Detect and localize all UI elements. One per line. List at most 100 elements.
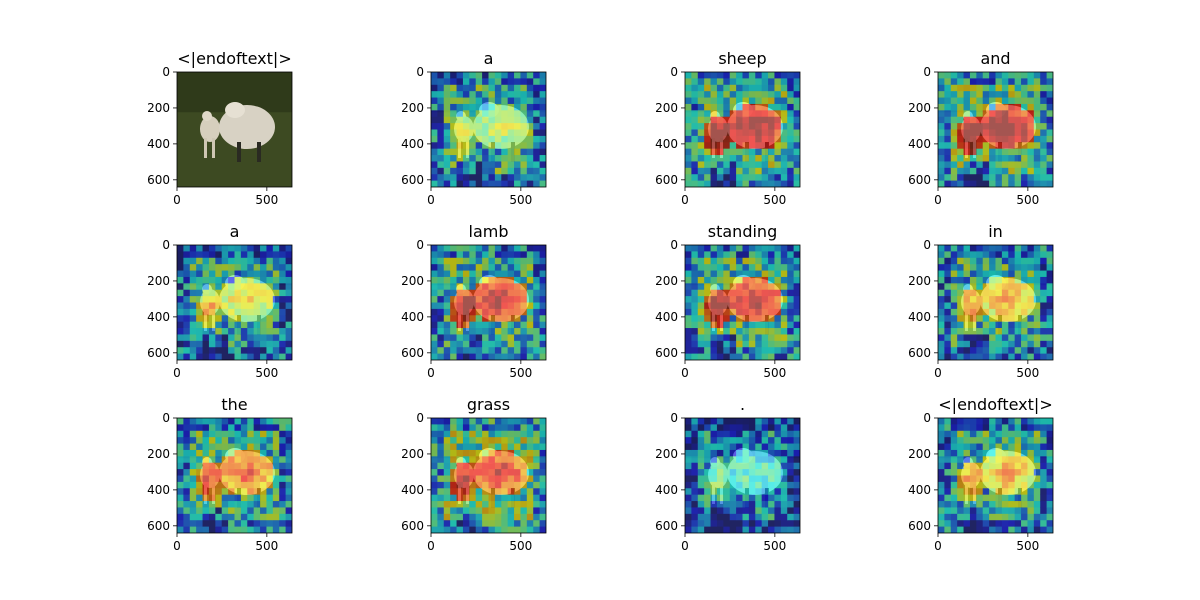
panel-frame <box>430 417 547 534</box>
y-tick-label: 600 <box>908 519 931 533</box>
panel-title: lamb <box>469 222 509 241</box>
y-tick-label: 0 <box>923 65 931 79</box>
x-tick-label: 500 <box>763 193 786 207</box>
panel-10: grass 0 500 0 200 400 600 <box>401 395 547 553</box>
y-tick-label: 200 <box>147 101 170 115</box>
x-tick-label: 0 <box>681 366 689 380</box>
x-tick-label: 500 <box>1016 366 1039 380</box>
panel-image <box>938 245 1053 360</box>
panel-frame <box>430 244 547 361</box>
y-tick-label: 0 <box>162 65 170 79</box>
panel-9: the 0 500 0 200 400 600 <box>147 395 293 553</box>
panel-frame <box>684 244 801 361</box>
panel-frame <box>937 417 1054 534</box>
x-tick-label: 0 <box>427 193 435 207</box>
panel-image <box>431 418 546 533</box>
y-tick-label: 600 <box>401 346 424 360</box>
y-tick-label: 600 <box>908 173 931 187</box>
panel-11: . 0 500 0 200 400 600 <box>655 395 801 553</box>
y-tick-label: 200 <box>401 274 424 288</box>
y-tick-label: 200 <box>908 101 931 115</box>
panel-image <box>431 72 546 187</box>
y-tick-label: 200 <box>908 274 931 288</box>
y-tick-label: 600 <box>655 346 678 360</box>
panel-image <box>685 245 800 360</box>
panel-title: a <box>230 222 240 241</box>
y-tick-label: 400 <box>908 310 931 324</box>
y-tick-label: 400 <box>655 310 678 324</box>
panel-5: a 0 500 0 200 400 600 <box>147 222 293 380</box>
panel-title: in <box>988 222 1003 241</box>
y-tick-label: 0 <box>923 238 931 252</box>
panel-3: sheep 0 500 0 200 400 600 <box>655 49 801 207</box>
panel-title: standing <box>708 222 777 241</box>
x-tick-label: 0 <box>681 193 689 207</box>
y-tick-label: 600 <box>147 519 170 533</box>
y-tick-label: 600 <box>401 519 424 533</box>
y-tick-label: 0 <box>670 411 678 425</box>
x-tick-label: 0 <box>934 539 942 553</box>
y-tick-label: 600 <box>655 519 678 533</box>
panel-frame <box>937 71 1054 188</box>
x-tick-label: 500 <box>1016 539 1039 553</box>
y-tick-label: 600 <box>401 173 424 187</box>
x-tick-label: 500 <box>1016 193 1039 207</box>
panel-2: a 0 500 0 200 400 600 <box>401 49 547 207</box>
panel-6: lamb 0 500 0 200 400 600 <box>401 222 547 380</box>
x-tick-label: 500 <box>255 539 278 553</box>
x-tick-label: 500 <box>509 193 532 207</box>
y-tick-label: 400 <box>401 483 424 497</box>
x-tick-label: 500 <box>763 539 786 553</box>
x-tick-label: 0 <box>427 539 435 553</box>
y-tick-label: 0 <box>416 238 424 252</box>
panel-grid: <|endoftext|> 0 500 0 200 400 600 a 0 500 0 200 400 6… <box>147 49 1054 553</box>
panel-image <box>177 72 292 187</box>
y-tick-label: 200 <box>147 274 170 288</box>
x-tick-label: 0 <box>173 539 181 553</box>
panel-image <box>938 418 1053 533</box>
y-tick-label: 0 <box>670 238 678 252</box>
y-tick-label: 0 <box>923 411 931 425</box>
y-tick-label: 200 <box>908 447 931 461</box>
x-tick-label: 500 <box>509 366 532 380</box>
x-tick-label: 0 <box>173 366 181 380</box>
y-tick-label: 200 <box>401 101 424 115</box>
panel-image <box>431 245 546 360</box>
y-tick-label: 200 <box>655 274 678 288</box>
y-tick-label: 400 <box>147 483 170 497</box>
y-tick-label: 600 <box>147 346 170 360</box>
y-tick-label: 600 <box>655 173 678 187</box>
panel-image <box>938 72 1053 187</box>
x-tick-label: 0 <box>934 366 942 380</box>
panel-8: in 0 500 0 200 400 600 <box>908 222 1054 380</box>
panel-title: . <box>740 395 745 414</box>
panel-image <box>685 72 800 187</box>
x-tick-label: 500 <box>255 193 278 207</box>
panel-frame <box>176 417 293 534</box>
x-tick-label: 500 <box>509 539 532 553</box>
panel-title: <|endoftext|> <box>938 395 1052 414</box>
panel-title: a <box>484 49 494 68</box>
y-tick-label: 400 <box>401 310 424 324</box>
panel-title: and <box>980 49 1010 68</box>
panel-4: and 0 500 0 200 400 600 <box>908 49 1054 207</box>
panel-frame <box>684 417 801 534</box>
y-tick-label: 400 <box>908 483 931 497</box>
y-tick-label: 400 <box>401 137 424 151</box>
panel-frame <box>430 71 547 188</box>
panel-frame <box>176 244 293 361</box>
y-tick-label: 400 <box>147 137 170 151</box>
panel-1: <|endoftext|> 0 500 0 200 400 600 <box>147 49 293 207</box>
panel-7: standing 0 500 0 200 400 600 <box>655 222 801 380</box>
panel-title: the <box>221 395 247 414</box>
panel-image <box>685 418 800 533</box>
y-tick-label: 600 <box>147 173 170 187</box>
y-tick-label: 0 <box>416 65 424 79</box>
y-tick-label: 0 <box>162 411 170 425</box>
y-tick-label: 400 <box>147 310 170 324</box>
y-tick-label: 400 <box>655 483 678 497</box>
panel-title: grass <box>467 395 510 414</box>
y-tick-label: 0 <box>670 65 678 79</box>
y-tick-label: 600 <box>908 346 931 360</box>
panel-image <box>177 245 292 360</box>
